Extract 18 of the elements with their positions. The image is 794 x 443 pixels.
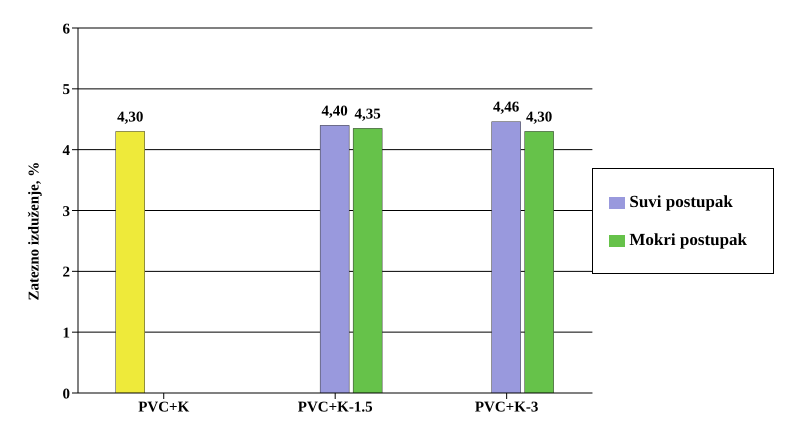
y-tick-label: 1: [62, 325, 70, 342]
x-tick-label: PVC+K-3: [474, 400, 538, 416]
x-tick-label: PVC+K-1.5: [298, 400, 373, 416]
y-tick-label: 2: [62, 264, 70, 281]
y-tick-label: 4: [62, 142, 70, 159]
legend-label: Suvi postupak: [629, 192, 733, 210]
y-tick-label: 0: [62, 386, 70, 402]
data-label: 4,40: [322, 103, 348, 120]
data-label: 4,30: [526, 109, 552, 126]
y-axis-title: Zatezno izduženje, %: [26, 162, 42, 300]
legend-label: Mokri postupak: [629, 230, 747, 248]
y-tick-label: 6: [62, 21, 70, 38]
data-label: 4,46: [493, 100, 520, 116]
x-tick-label: PVC+K: [138, 400, 190, 416]
data-label: 4,30: [117, 109, 144, 126]
data-label: 4,35: [354, 106, 381, 122]
y-tick-label: 5: [62, 82, 70, 98]
y-tick-label: 3: [62, 204, 70, 220]
